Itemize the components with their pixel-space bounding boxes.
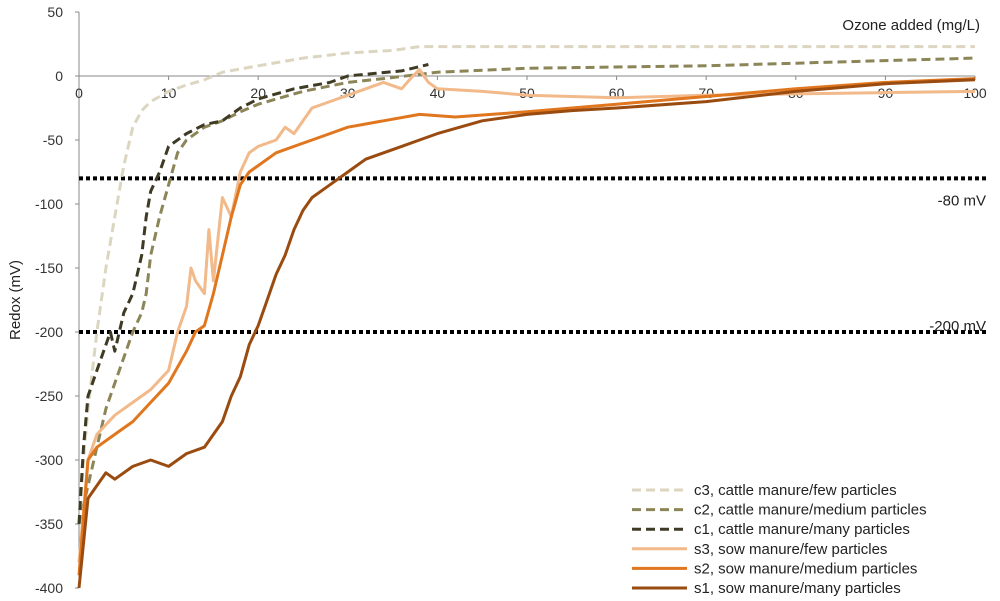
series-line-5 (77, 77, 976, 576)
legend-label: s1, sow manure/many particles (694, 580, 901, 597)
series-line-2 (77, 56, 976, 525)
y-tick-label: 50 (47, 4, 63, 20)
x-tick-label: 50 (519, 85, 535, 101)
reference-lines: -80 mV -200 mV (79, 176, 988, 335)
y-tick-label: -250 (35, 388, 63, 404)
x-axis-title: Ozone added (mg/L) (842, 17, 980, 34)
series-line-6 (77, 78, 976, 589)
legend-label: s3, sow manure/few particles (694, 541, 887, 558)
legend-label: c3, cattle manure/few particles (694, 482, 897, 499)
series-lines (77, 45, 976, 589)
x-tick-label: 0 (75, 85, 83, 101)
x-tick-label: 100 (963, 85, 987, 101)
x-tick-label: 70 (698, 85, 714, 101)
y-tick-label: -100 (35, 196, 63, 212)
y-tick-label: -400 (35, 580, 63, 596)
y-tick-label: -300 (35, 452, 63, 468)
y-tick-label: -150 (35, 260, 63, 276)
legend-label: c1, cattle manure/many particles (694, 521, 910, 538)
series-line-4 (77, 68, 976, 563)
series-line-3 (77, 63, 429, 525)
legend-label: s2, sow manure/medium particles (694, 560, 917, 577)
y-tick-label: -200 (35, 324, 63, 340)
y-tick-label: -350 (35, 516, 63, 532)
reference-line-label: -80 mV (938, 192, 986, 209)
legend: c3, cattle manure/few particles c2, cattl… (632, 482, 927, 597)
legend-label: c2, cattle manure/medium particles (694, 502, 927, 519)
y-axis-title: Redox (mV) (7, 260, 24, 340)
y-tick-label: -50 (43, 132, 63, 148)
y-tick-label: 0 (55, 68, 63, 84)
reference-line-label: -200 mV (929, 318, 986, 335)
series-line-1 (77, 45, 975, 525)
